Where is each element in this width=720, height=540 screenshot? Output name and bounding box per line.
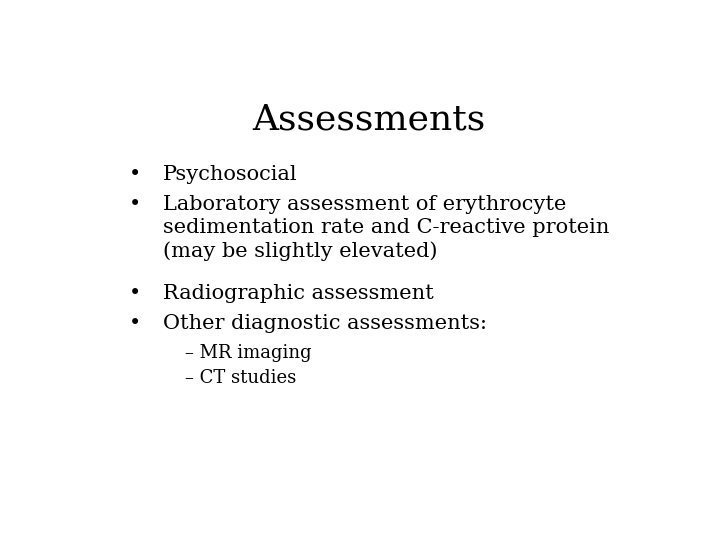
- Text: Laboratory assessment of erythrocyte
sedimentation rate and C-reactive protein
(: Laboratory assessment of erythrocyte sed…: [163, 194, 609, 261]
- Text: •: •: [129, 165, 141, 184]
- Text: •: •: [129, 285, 141, 303]
- Text: Other diagnostic assessments:: Other diagnostic assessments:: [163, 314, 487, 333]
- Text: •: •: [129, 194, 141, 213]
- Text: Radiographic assessment: Radiographic assessment: [163, 285, 433, 303]
- Text: – CT studies: – CT studies: [185, 369, 296, 387]
- Text: Psychosocial: Psychosocial: [163, 165, 297, 184]
- Text: – MR imaging: – MR imaging: [185, 344, 312, 362]
- Text: Assessments: Assessments: [253, 102, 485, 136]
- Text: •: •: [129, 314, 141, 333]
